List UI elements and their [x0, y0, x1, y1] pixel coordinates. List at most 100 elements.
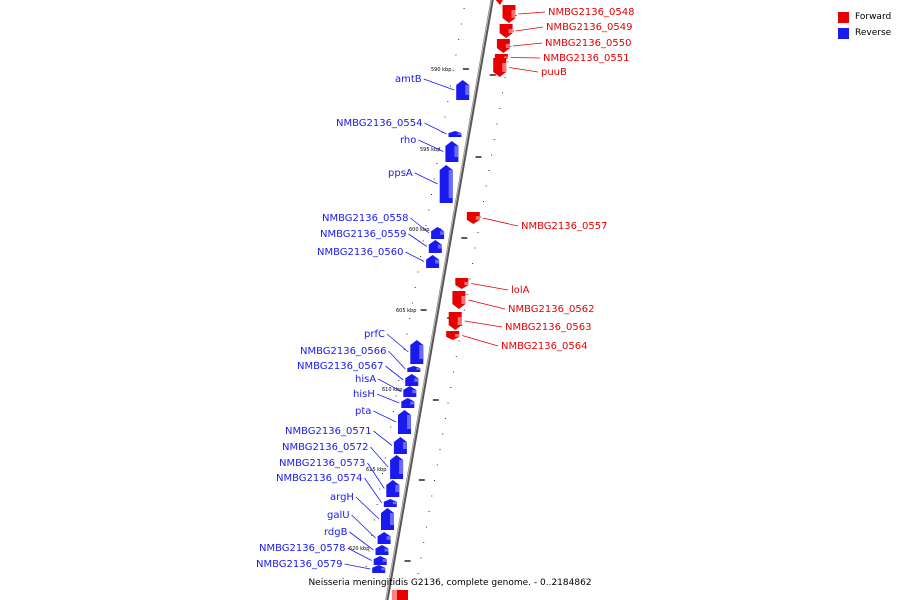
reverse-gene-label[interactable]: argH [330, 492, 354, 503]
forward-gene-label[interactable]: NMBG2136_0563 [505, 322, 591, 333]
gene-face [414, 378, 419, 382]
scale-tick-label: 620 kbp [349, 546, 369, 552]
forward-gene-leader [512, 42, 543, 47]
minor-tick-dot [428, 511, 430, 512]
reverse-gene-glyph[interactable] [426, 255, 440, 268]
legend-reverse-label: Reverse [855, 28, 892, 38]
reverse-gene-leader [367, 462, 385, 489]
forward-gene-label[interactable]: NMBG2136_0562 [508, 304, 594, 315]
reverse-gene-label[interactable]: NMBG2136_0579 [256, 559, 342, 570]
minor-tick-dot [439, 449, 441, 450]
reverse-gene-glyph[interactable] [431, 227, 445, 239]
minor-tick-dot [365, 566, 367, 567]
reverse-gene-label[interactable]: prfC [364, 329, 385, 340]
reverse-gene-label[interactable]: NMBG2136_0566 [300, 346, 386, 357]
forward-gene-glyph[interactable] [455, 278, 469, 289]
reverse-gene-label[interactable]: rdgB [324, 527, 348, 538]
minor-tick-dot [469, 278, 471, 280]
minor-tick-dot [491, 154, 493, 156]
minor-tick-dot [499, 108, 501, 109]
reverse-gene-glyph[interactable] [428, 240, 442, 253]
reverse-gene-glyph[interactable] [403, 386, 417, 397]
forward-gene-label[interactable]: NMBG2136_0549 [546, 22, 632, 33]
reverse-gene-label[interactable]: NMBG2136_0554 [336, 118, 422, 129]
reverse-gene-glyph[interactable] [401, 398, 415, 408]
reverse-gene-label[interactable]: NMBG2136_0574 [276, 473, 362, 484]
gene-face [464, 281, 469, 286]
reverse-gene-glyph[interactable] [398, 410, 411, 434]
reverse-gene-glyph[interactable] [383, 499, 397, 507]
reverse-gene-label[interactable]: NMBG2136_0571 [285, 426, 371, 437]
reverse-gene-label[interactable]: pta [355, 406, 371, 417]
reverse-gene-glyph[interactable] [439, 165, 453, 203]
forward-gene-leader [510, 57, 541, 59]
reverse-gene-leader [424, 122, 447, 135]
minor-tick-dot [373, 519, 375, 521]
reverse-gene-glyph[interactable] [375, 545, 389, 555]
forward-gene-glyph[interactable] [466, 212, 480, 224]
minor-tick-dot [515, 15, 517, 16]
reverse-gene-label[interactable]: NMBG2136_0558 [322, 213, 408, 224]
reverse-gene-glyph[interactable] [410, 340, 424, 364]
reverse-gene-glyph[interactable] [373, 556, 387, 565]
gene-body [448, 131, 462, 137]
partial-forward-gene-bottom[interactable] [392, 590, 408, 600]
forward-gene-label[interactable]: NMBG2136_0557 [521, 221, 607, 232]
reverse-gene-glyph[interactable] [372, 565, 386, 573]
forward-gene-glyph[interactable] [499, 24, 513, 38]
minor-tick-dot [428, 209, 430, 211]
forward-gene-glyph[interactable] [493, 58, 507, 77]
gene-body [466, 212, 480, 224]
legend-forward-label: Forward [855, 12, 892, 22]
gene-body [502, 5, 516, 23]
forward-gene-glyph[interactable] [446, 331, 460, 340]
reverse-gene-label[interactable]: hisH [353, 389, 375, 400]
minor-tick-dot [403, 349, 405, 350]
forward-gene-glyph[interactable] [502, 5, 516, 23]
reverse-gene-glyph[interactable] [445, 141, 459, 162]
scale-tick-label: 610 kbp [382, 387, 402, 393]
reverse-gene-leader [373, 410, 397, 423]
reverse-gene-label[interactable]: hisA [355, 374, 376, 385]
forward-gene-leader [482, 217, 519, 227]
reverse-gene-label[interactable]: NMBG2136_0567 [297, 361, 383, 372]
reverse-gene-label[interactable]: NMBG2136_0572 [282, 442, 368, 453]
partial-forward-gene-top[interactable] [494, 0, 504, 5]
minor-tick-dot [452, 70, 454, 71]
reverse-gene-glyph[interactable] [377, 532, 391, 544]
reverse-gene-glyph[interactable] [390, 455, 404, 479]
reverse-gene-label[interactable]: NMBG2136_0559 [320, 229, 406, 240]
reverse-gene-glyph[interactable] [386, 480, 400, 497]
gene-face [390, 513, 394, 525]
forward-gene-glyph[interactable] [496, 39, 510, 53]
forward-gene-glyph[interactable] [448, 312, 462, 330]
reverse-gene-leader [410, 217, 430, 234]
reverse-gene-leader [355, 496, 380, 520]
forward-gene-label[interactable]: NMBG2136_0551 [543, 53, 629, 64]
forward-gene-label[interactable]: puuB [541, 67, 567, 78]
reverse-gene-glyph[interactable] [407, 366, 421, 372]
reverse-gene-glyph[interactable] [393, 437, 407, 454]
reverse-gene-label[interactable]: NMBG2136_0560 [317, 247, 403, 258]
reverse-gene-label[interactable]: galU [327, 510, 350, 521]
gene-body [455, 278, 469, 289]
reverse-gene-glyph[interactable] [448, 131, 462, 137]
forward-gene-label[interactable]: NMBG2136_0550 [545, 38, 631, 49]
forward-gene-label[interactable]: NMBG2136_0564 [501, 341, 587, 352]
reverse-gene-glyph[interactable] [456, 80, 470, 100]
reverse-gene-label[interactable]: rho [400, 135, 416, 146]
forward-gene-label[interactable]: lolA [511, 285, 530, 296]
reverse-gene-leader [376, 393, 400, 404]
reverse-gene-label[interactable]: ppsA [388, 168, 413, 179]
reverse-gene-label[interactable]: NMBG2136_0573 [279, 458, 365, 469]
reverse-gene-leader [418, 139, 444, 152]
forward-gene-label[interactable]: NMBG2136_0548 [548, 7, 634, 18]
reverse-gene-label[interactable]: amtB [395, 74, 422, 85]
minor-tick-dot [485, 185, 487, 187]
reverse-gene-glyph[interactable] [381, 508, 394, 530]
forward-gene-glyph[interactable] [452, 291, 466, 309]
reverse-gene-glyph[interactable] [405, 374, 419, 386]
gene-face [392, 501, 397, 505]
reverse-gene-label[interactable]: NMBG2136_0578 [259, 543, 345, 554]
